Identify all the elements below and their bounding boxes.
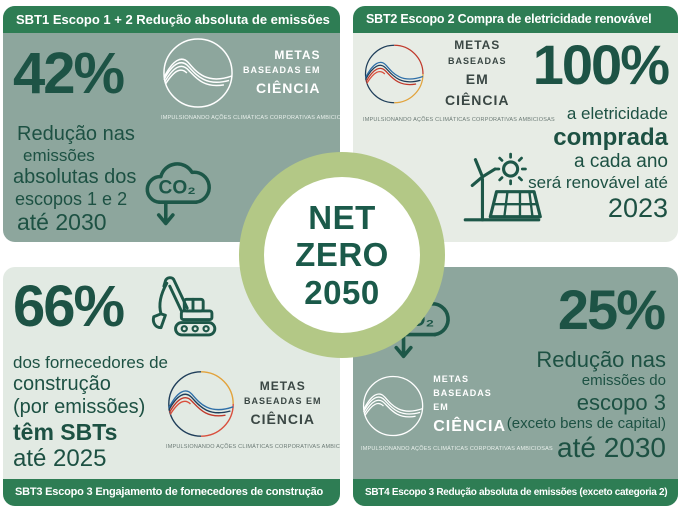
sbti-tagline: IMPULSIONANDO AÇÕES CLIMÁTICAS CORPORATI…	[363, 116, 555, 123]
sbt4-stat: 25%	[557, 278, 666, 341]
badge-line: NET	[308, 198, 376, 236]
sbti-logo-wordmark: METAS BASEADAS EM CIÊNCIA	[444, 38, 510, 109]
sbt1-header-bar: SBT1 Escopo 1 + 2 Redução absoluta de em…	[3, 6, 340, 33]
stat-line: 2023	[607, 192, 668, 223]
sbti-tagline: IMPULSIONANDO AÇÕES CLIMÁTICAS CORPORATI…	[166, 444, 340, 450]
wind-turbine-sun-solar-panel-icon	[463, 152, 542, 222]
stat-line: dos fornecedores de	[13, 353, 168, 372]
sbti-logo-wordmark: METAS BASEADAS EM CIÊNCIA	[433, 373, 506, 435]
net-zero-2050-badge: NET ZERO 2050	[239, 152, 445, 358]
badge-line: 2050	[304, 273, 380, 311]
sbti-logo-color: METAS BASEADAS EM CIÊNCIA IMPULSIONANDO …	[166, 369, 340, 450]
stat-line: emissões	[23, 146, 95, 165]
stat-line: até 2030	[17, 209, 107, 236]
excavator-icon	[151, 276, 217, 337]
stat-line: escopo 3	[576, 389, 666, 415]
sbt4-description: Redução nas emissões do escopo 3 (exceto…	[507, 347, 666, 464]
sbt3-stat: 66%	[13, 274, 125, 339]
stat-line: (exceto bens de capital)	[506, 414, 666, 432]
sbt3-footer-bar: SBT3 Escopo 3 Engajamento de fornecedore…	[3, 479, 340, 506]
sbti-wave-circle-icon	[362, 375, 424, 437]
stat-line: absolutas dos	[13, 165, 137, 188]
sbti-logo-white: METAS BASEADAS EM CIÊNCIA IMPULSIONANDO …	[161, 36, 340, 121]
sbti-tagline: IMPULSIONANDO AÇÕES CLIMÁTICAS CORPORATI…	[361, 446, 553, 452]
stat-line: Redução nas	[17, 123, 135, 145]
sbt2-description: a eletricidade comprada a cada ano será …	[528, 104, 668, 224]
stat-line: Redução nas	[536, 347, 666, 372]
stat-line: a eletricidade	[566, 104, 668, 123]
sbt2-header-bar: SBT2 Escopo 2 Compra de eletricidade ren…	[353, 6, 678, 33]
stat-line: escopos 1 e 2	[15, 188, 128, 209]
stat-line: até 2030	[557, 432, 666, 464]
sbti-wave-circle-icon	[168, 371, 234, 437]
sbti-logo-wordmark: METAS BASEADAS EM CIÊNCIA	[243, 47, 321, 97]
stat-line: comprada	[553, 123, 668, 151]
svg-text:CO₂: CO₂	[159, 178, 196, 199]
stat-line: têm SBTs	[13, 418, 118, 445]
sbti-tagline: IMPULSIONANDO AÇÕES CLIMÁTICAS CORPORATI…	[161, 115, 340, 121]
stat-line: a cada ano	[573, 151, 668, 173]
sbti-wave-circle-icon	[364, 44, 424, 104]
card-sbt2: SBT2 Escopo 2 Compra de eletricidade ren…	[353, 6, 678, 242]
sbt2-stat: 100%	[532, 33, 670, 96]
card-sbt1: SBT1 Escopo 1 + 2 Redução absoluta de em…	[3, 6, 340, 242]
stat-line: será renovável até	[528, 172, 668, 192]
sbti-logo-white: METAS BASEADAS EM CIÊNCIA IMPULSIONANDO …	[361, 371, 553, 452]
stat-line: até 2025	[13, 444, 107, 472]
co2-cloud-down-arrow-icon: CO₂	[145, 162, 211, 226]
sbt1-description: Redução nas emissões absolutas dos escop…	[13, 123, 136, 236]
sbt3-description: dos fornecedores de construção (por emis…	[13, 353, 168, 473]
stat-line: (por emissões)	[13, 395, 146, 418]
sbti-logo-wordmark: METAS BASEADAS EM CIÊNCIA	[244, 378, 322, 428]
sbti-logo-color: METAS BASEADAS EM CIÊNCIA IMPULSIONANDO …	[363, 36, 555, 123]
badge-line: ZERO	[295, 236, 389, 274]
sbti-wave-circle-icon	[163, 38, 233, 108]
stat-line: construção	[13, 372, 111, 395]
sbt4-footer-bar: SBT4 Escopo 3 Redução absoluta de emissõ…	[353, 479, 678, 506]
sbt1-stat: 42%	[13, 41, 125, 106]
stat-line: emissões do	[581, 372, 666, 390]
